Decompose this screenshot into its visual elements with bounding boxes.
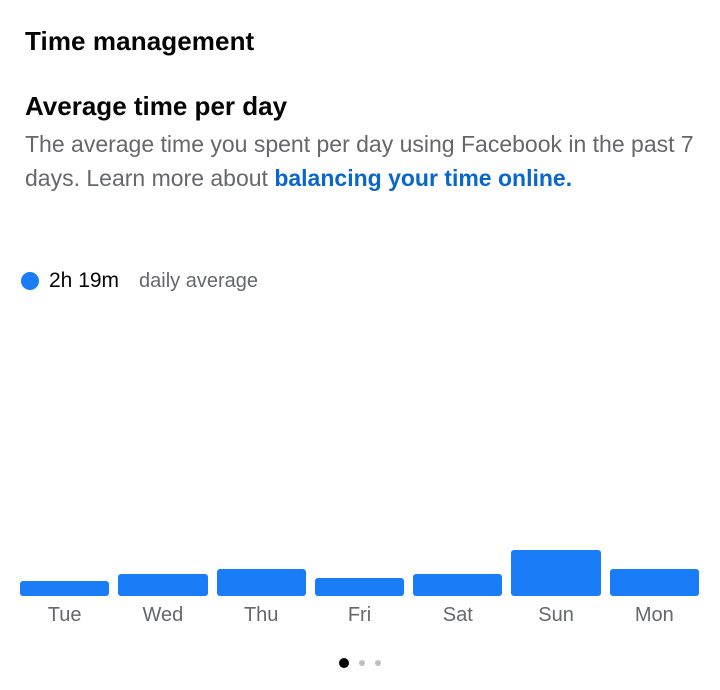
balancing-time-link[interactable]: balancing your time online. — [274, 165, 573, 191]
page-dot-1[interactable] — [339, 658, 349, 668]
bar-wed[interactable] — [118, 574, 208, 596]
bar-sat[interactable] — [413, 574, 503, 596]
daily-average-label: daily average — [139, 269, 259, 292]
page-dot-3[interactable] — [375, 660, 381, 666]
bar-mon[interactable] — [609, 568, 699, 596]
bar-label-sat: Sat — [442, 604, 473, 626]
description-text: The average time you spent per day using… — [25, 131, 694, 191]
bar-label-thu: Thu — [243, 604, 279, 626]
bar-tue[interactable] — [20, 580, 110, 596]
bar-thu[interactable] — [216, 568, 306, 596]
legend-dot-icon — [21, 272, 39, 290]
bar-label-mon: Mon — [634, 604, 674, 626]
daily-average-value: 2h 19m — [49, 269, 120, 292]
card-title: Average time per day — [25, 91, 288, 121]
bar-sun[interactable] — [511, 549, 601, 596]
section-title: Time management — [25, 26, 255, 56]
bar-label-wed: Wed — [142, 604, 184, 626]
page-indicator — [0, 657, 720, 669]
bar-fri[interactable] — [314, 578, 405, 596]
bar-label-sun: Sun — [538, 604, 574, 626]
bar-label-fri: Fri — [347, 604, 372, 626]
page-dot-2[interactable] — [359, 660, 365, 666]
time-per-day-chart: Tue Wed Thu Fri Sat Sun Mon — [0, 300, 720, 630]
bar-label-tue: Tue — [47, 604, 82, 626]
card-description: The average time you spent per day using… — [25, 127, 705, 195]
chart-legend: 2h 19m daily average — [21, 266, 258, 296]
